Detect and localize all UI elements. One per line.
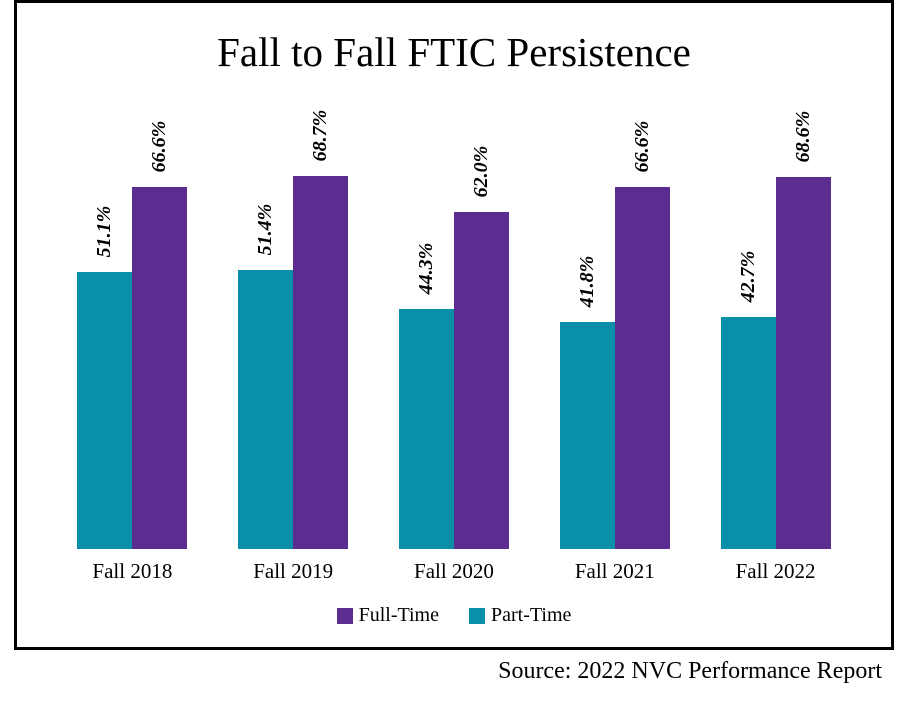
bar-value-label: 51.4% [254, 202, 277, 257]
x-category-label: Fall 2022 [711, 559, 841, 584]
source-text: Source: 2022 NVC Performance Report [14, 658, 882, 685]
bar: 51.4% [238, 270, 293, 549]
bar-group: 51.4%68.7% [238, 176, 348, 549]
bar-value-label: 66.6% [148, 119, 171, 174]
bar-value-label: 62.0% [470, 144, 493, 199]
bar-value-label: 42.7% [737, 249, 760, 304]
x-axis: Fall 2018 Fall 2019 Fall 2020 Fall 2021 Fall… [52, 559, 856, 584]
bar-value-label: 51.1% [93, 204, 116, 259]
x-category-label: Fall 2018 [67, 559, 197, 584]
bar: 42.7% [721, 317, 776, 549]
bar-value-label: 44.3% [415, 241, 438, 296]
bar-value-label: 68.6% [792, 109, 815, 164]
legend-label: Part-Time [491, 604, 571, 627]
chart-frame: Fall to Fall FTIC Persistence 51.1%66.6%… [14, 0, 894, 650]
x-category-label: Fall 2020 [389, 559, 519, 584]
legend-item: Full-Time [337, 604, 439, 627]
bar-value-label: 41.8% [576, 254, 599, 309]
chart-title: Fall to Fall FTIC Persistence [52, 28, 856, 76]
bar-value-label: 68.7% [309, 108, 332, 163]
legend-label: Full-Time [359, 604, 439, 627]
bar-group: 42.7%68.6% [721, 177, 831, 549]
bar: 68.7% [293, 176, 348, 549]
bar: 62.0% [454, 212, 509, 549]
bar: 66.6% [615, 187, 670, 549]
legend-item: Part-Time [469, 604, 571, 627]
bar-group: 51.1%66.6% [77, 187, 187, 549]
bar-group: 44.3%62.0% [399, 212, 509, 549]
x-category-label: Fall 2021 [550, 559, 680, 584]
legend-swatch [337, 608, 353, 624]
bar-group: 41.8%66.6% [560, 187, 670, 549]
legend-swatch [469, 608, 485, 624]
bar: 51.1% [77, 272, 132, 549]
plot-area: 51.1%66.6%51.4%68.7%44.3%62.0%41.8%66.6%… [52, 86, 856, 549]
bar: 41.8% [560, 322, 615, 549]
bar: 44.3% [399, 309, 454, 549]
x-category-label: Fall 2019 [228, 559, 358, 584]
bar-value-label: 66.6% [631, 119, 654, 174]
legend: Full-Time Part-Time [52, 604, 856, 627]
bar: 66.6% [132, 187, 187, 549]
bar: 68.6% [776, 177, 831, 549]
